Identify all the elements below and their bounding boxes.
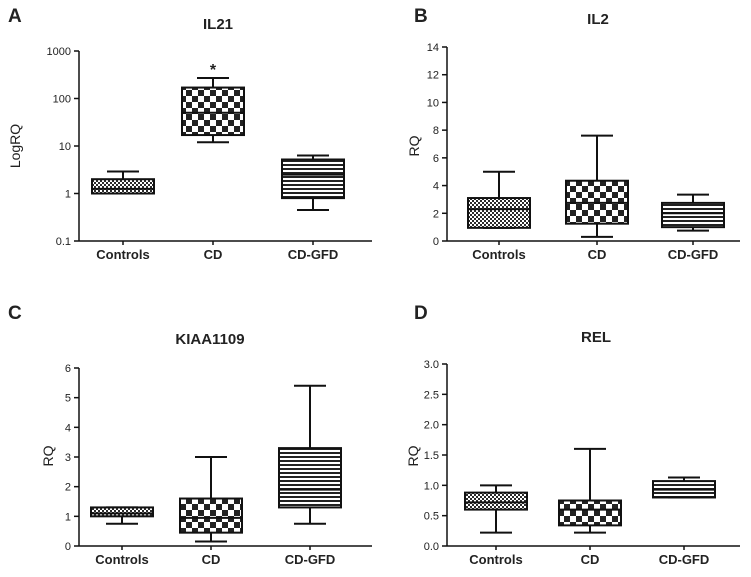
iqr-box xyxy=(281,158,345,200)
chart-title: IL21 xyxy=(203,16,233,33)
iqr-box xyxy=(91,178,155,195)
panel-letter: B xyxy=(414,6,428,27)
x-category-label: Controls xyxy=(469,552,522,567)
panel-letter: A xyxy=(8,6,22,27)
box-controls xyxy=(91,170,155,195)
y-axis-label: LogRQ xyxy=(7,124,23,168)
y-tick-label: 5 xyxy=(65,393,71,405)
y-tick-label: 1.0 xyxy=(424,480,439,492)
x-category-label: CD-GFD xyxy=(659,552,710,567)
y-axis-label: RQ xyxy=(405,445,421,466)
y-tick-label: 0 xyxy=(65,541,71,553)
iqr-box xyxy=(558,499,622,527)
y-axis-label: RQ xyxy=(40,445,56,466)
y-tick-label: 14 xyxy=(427,42,439,54)
box-cd xyxy=(179,456,243,543)
y-tick-label: 0 xyxy=(433,236,439,248)
y-tick-label: 2 xyxy=(433,208,439,220)
y-tick-label: 0.0 xyxy=(424,541,439,553)
box-cd-gfd xyxy=(281,154,345,211)
box-controls xyxy=(90,506,154,525)
y-tick-label: 3.0 xyxy=(424,359,439,371)
y-tick-label: 1 xyxy=(65,511,71,523)
box-cd-gfd xyxy=(278,384,342,525)
y-tick-label: 12 xyxy=(427,70,439,82)
x-category-label: CD xyxy=(202,552,221,567)
y-tick-label: 6 xyxy=(433,153,439,165)
y-tick-label: 1.5 xyxy=(424,450,439,462)
box-cd-gfd xyxy=(652,476,716,499)
iqr-box xyxy=(181,86,245,137)
panel-a: A IL21 LogRQ 0.1 1 10 100 1000 Controls CD CD-GFD * xyxy=(7,6,372,262)
x-category-label: CD-GFD xyxy=(285,552,336,567)
y-tick-label: 1 xyxy=(65,189,71,201)
chart-title: IL2 xyxy=(587,11,609,28)
panel-letter: C xyxy=(8,303,22,324)
chart-title: REL xyxy=(581,329,611,346)
box-cd xyxy=(565,134,629,238)
panel-d: D REL RQ 0.0 0.5 1.0 1.5 2.0 2.5 3.0 Controls CD CD-… xyxy=(405,303,740,567)
y-tick-label: 100 xyxy=(53,94,71,106)
x-category-label: CD-GFD xyxy=(668,247,719,262)
y-tick-label: 4 xyxy=(433,181,439,193)
iqr-box xyxy=(661,201,725,229)
y-tick-label: 0.1 xyxy=(56,236,71,248)
y-tick-label: 2.5 xyxy=(424,389,439,401)
box-cd-gfd xyxy=(661,193,725,232)
iqr-box xyxy=(464,491,528,511)
box-cd xyxy=(181,77,245,144)
y-axis-label: RQ xyxy=(406,135,422,156)
x-category-label: CD xyxy=(581,552,600,567)
iqr-box xyxy=(179,497,243,534)
y-tick-label: 2 xyxy=(65,482,71,494)
x-category-label: CD-GFD xyxy=(288,247,339,262)
chart-title: KIAA1109 xyxy=(175,331,244,348)
y-tick-label: 10 xyxy=(427,97,439,109)
x-category-label: Controls xyxy=(95,552,148,567)
iqr-box xyxy=(467,197,531,229)
panel-c: C KIAA1109 RQ 0 1 2 3 4 5 6 Controls CD CD-GFD xyxy=(8,303,372,567)
y-tick-label: 8 xyxy=(433,125,439,137)
y-tick-label: 6 xyxy=(65,363,71,375)
y-tick-label: 0.5 xyxy=(424,511,439,523)
panel-b: B IL2 RQ 0 2 4 6 8 10 12 14 Controls CD CD-GFD xyxy=(406,6,740,262)
box-cd xyxy=(558,447,622,534)
x-category-label: CD xyxy=(588,247,607,262)
box-controls xyxy=(464,484,528,534)
iqr-box xyxy=(278,447,342,509)
significance-marker: * xyxy=(210,62,217,79)
y-tick-label: 3 xyxy=(65,452,71,464)
panel-letter: D xyxy=(414,303,428,324)
y-tick-label: 2.0 xyxy=(424,420,439,432)
y-tick-label: 4 xyxy=(65,422,71,434)
box-controls xyxy=(467,170,531,229)
x-category-label: Controls xyxy=(472,247,525,262)
y-tick-label: 10 xyxy=(59,141,71,153)
x-category-label: Controls xyxy=(96,247,149,262)
y-tick-label: 1000 xyxy=(47,46,71,58)
iqr-box xyxy=(90,506,154,518)
x-category-label: CD xyxy=(204,247,223,262)
